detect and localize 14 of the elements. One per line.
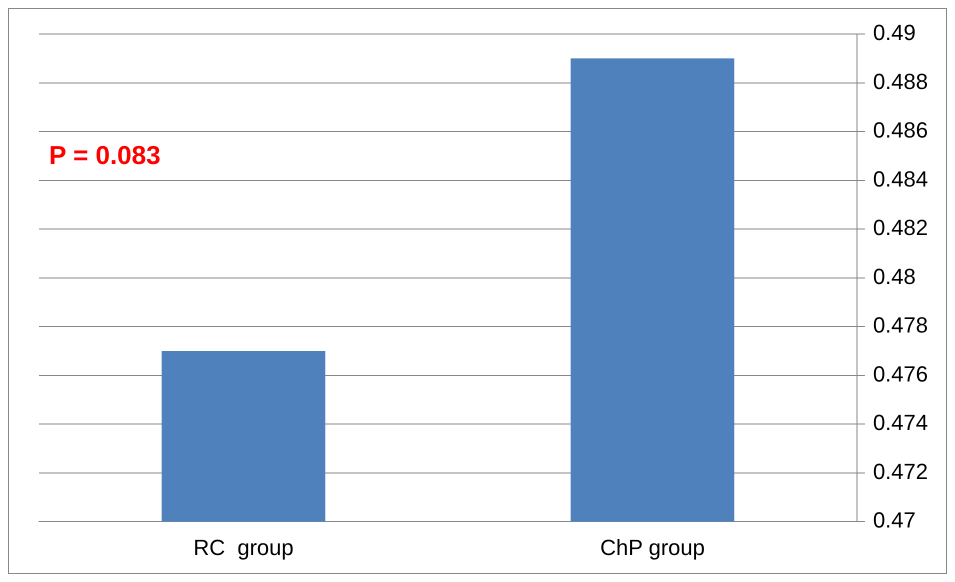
y-tick-label: 0.488 bbox=[872, 68, 928, 94]
x-tick-label: ChP group bbox=[600, 534, 705, 560]
y-tick-label: 0.47 bbox=[872, 508, 916, 533]
y-tick-label: 0.476 bbox=[872, 361, 928, 386]
y-tick-label: 0.482 bbox=[872, 215, 928, 240]
y-tick-label: 0.48 bbox=[872, 264, 916, 289]
y-tick-label: 0.472 bbox=[872, 458, 928, 484]
y-tick-label: 0.486 bbox=[872, 118, 928, 143]
annotation: P = 0.083 bbox=[49, 140, 161, 170]
y-tick-label: 0.49 bbox=[872, 20, 916, 46]
x-tick-label: RC group bbox=[193, 534, 294, 560]
y-tick-label: 0.478 bbox=[872, 312, 928, 338]
y-tick-label: 0.474 bbox=[872, 410, 928, 436]
y-tick-label: 0.484 bbox=[872, 166, 928, 192]
